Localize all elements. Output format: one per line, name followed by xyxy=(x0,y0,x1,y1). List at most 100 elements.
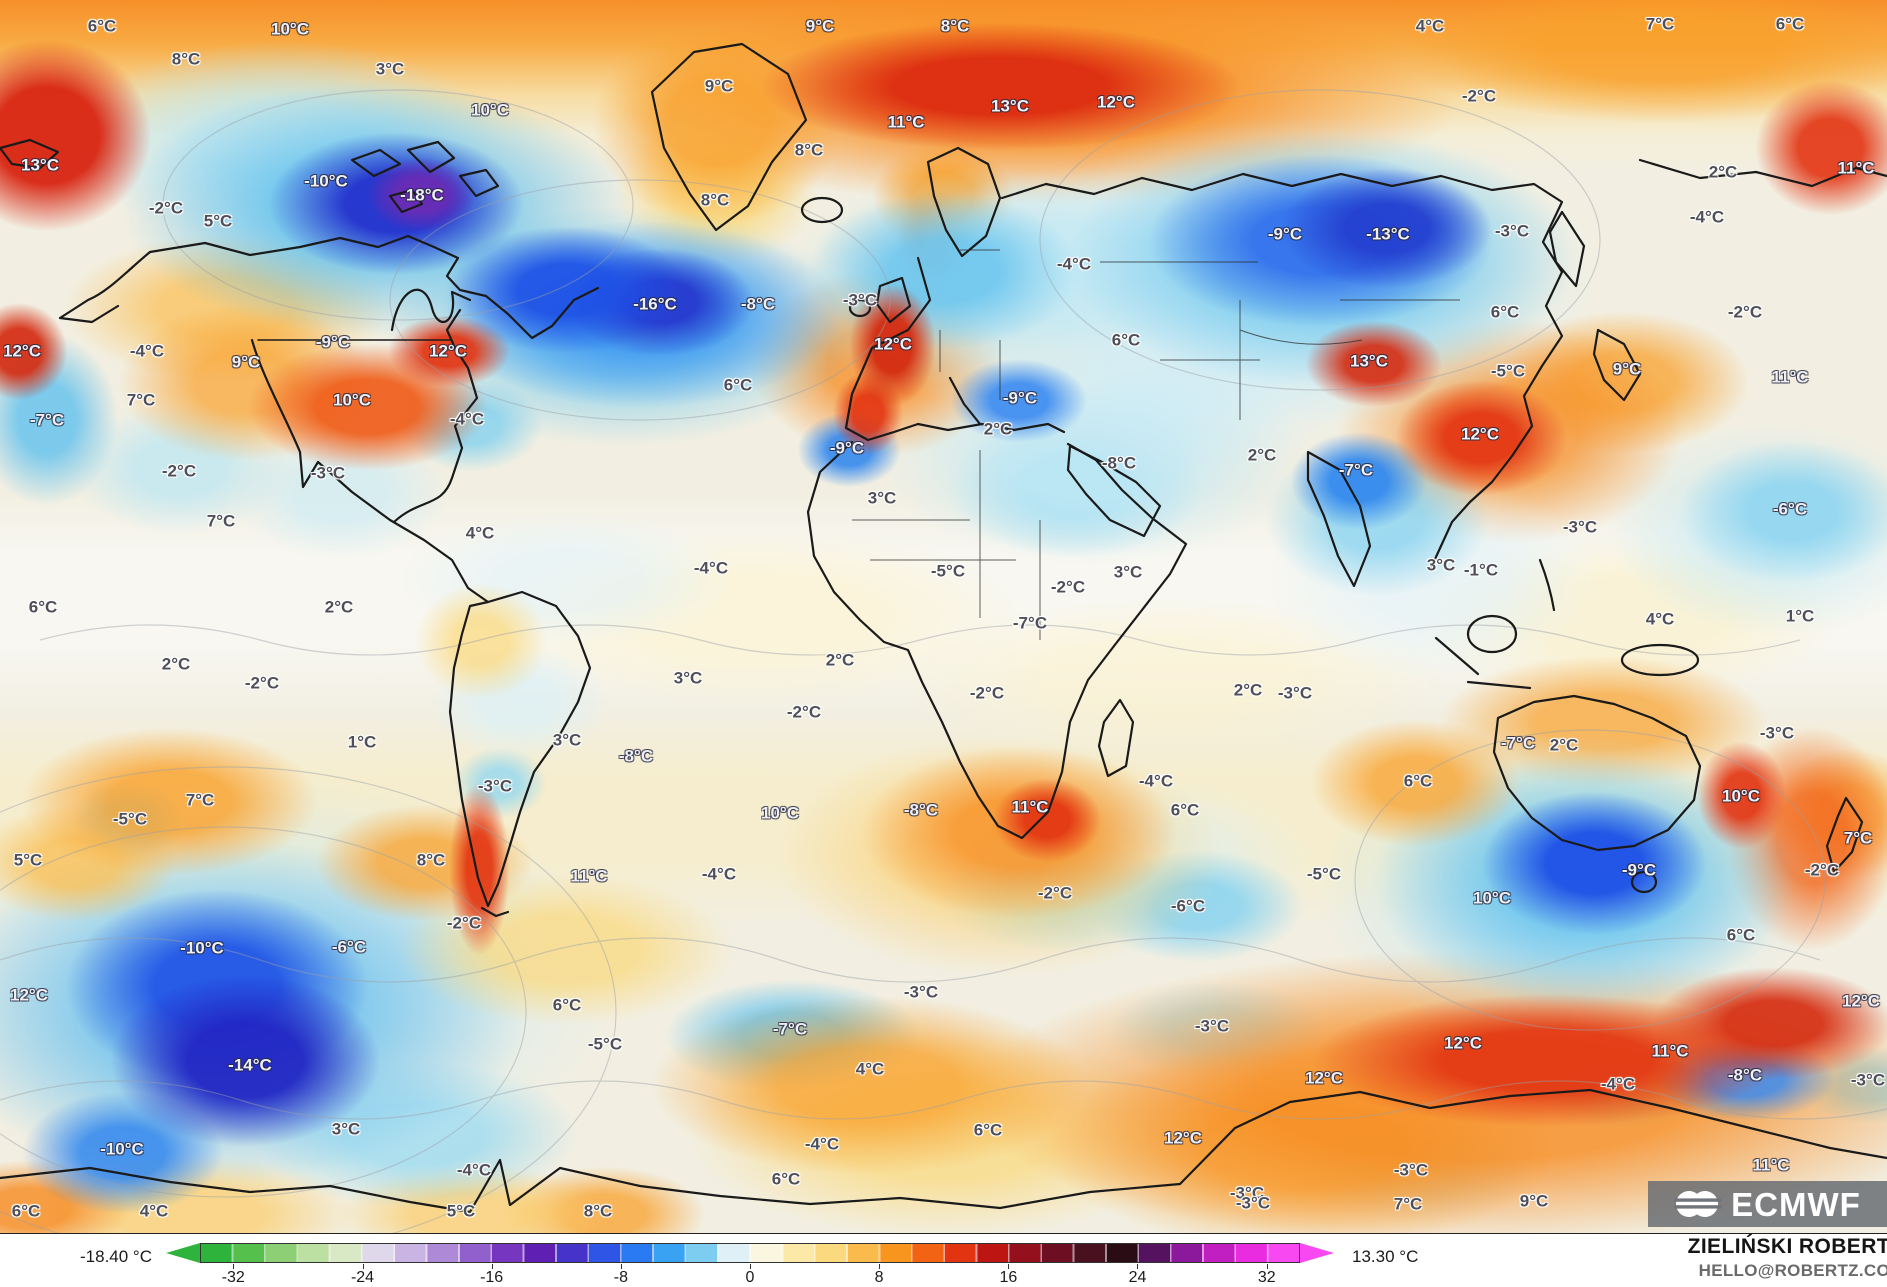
temp-label: 9°C xyxy=(704,76,734,96)
credit-email: HELLO@ROBERTZ.CO xyxy=(1698,1261,1887,1281)
temp-label: 3°C xyxy=(375,59,405,79)
temp-label: 6°C xyxy=(1403,771,1433,791)
temp-label: -6°C xyxy=(1772,499,1808,519)
credit-name: ZIELIŃSKI ROBERT xyxy=(1687,1235,1887,1258)
temp-label: 6°C xyxy=(723,375,753,395)
temp-label: 2°C xyxy=(324,597,354,617)
temp-label: -8°C xyxy=(740,294,776,314)
temp-label: 10°C xyxy=(761,803,799,823)
colorbar-tick xyxy=(750,1264,751,1269)
temp-label: 4°C xyxy=(1645,609,1675,629)
temp-label: 12°C xyxy=(1305,1068,1343,1088)
temp-label: 2°C xyxy=(825,650,855,670)
temp-label: 12°C xyxy=(874,334,912,354)
temp-label: 10°C xyxy=(1473,888,1511,908)
temp-label: -8°C xyxy=(903,800,939,820)
temp-label: -18°C xyxy=(400,185,444,205)
temp-label: 6°C xyxy=(771,1169,801,1189)
temp-label: 12°C xyxy=(1461,424,1499,444)
temp-label: 3°C xyxy=(867,488,897,508)
temp-label: 2°C xyxy=(1549,735,1579,755)
temp-label: -7°C xyxy=(29,410,65,430)
temp-label: -3°C xyxy=(1194,1016,1230,1036)
colorbar-cell-separators xyxy=(201,1244,1299,1262)
colorbar-tick xyxy=(879,1264,881,1269)
temp-label: -16°C xyxy=(633,294,677,314)
temp-label: 4°C xyxy=(465,523,495,543)
temp-label: -3°C xyxy=(1562,517,1598,537)
temp-label: 4°C xyxy=(855,1059,885,1079)
colorbar-tick xyxy=(1137,1264,1139,1269)
map: ECMWF 6°C 10°C 8°C 3°C 10°C 13°C -10°C -18°C -2°… xyxy=(0,0,1887,1234)
temp-label: -3°C xyxy=(1393,1160,1429,1180)
temp-label: -3°C xyxy=(1229,1183,1265,1203)
temp-label: -4°C xyxy=(701,864,737,884)
colorbar-tick-label: 8 xyxy=(874,1269,884,1286)
temp-label: 6°C xyxy=(1111,330,1141,350)
temp-label: -10°C xyxy=(100,1139,144,1159)
temp-label: 10°C xyxy=(1722,786,1760,806)
temp-label: 8°C xyxy=(583,1201,613,1221)
temp-label: -2°C xyxy=(969,683,1005,703)
temp-label: 8°C xyxy=(171,49,201,69)
temp-label: 3°C xyxy=(552,730,582,750)
temp-label: 9°C xyxy=(1519,1191,1549,1211)
temp-label: -4°C xyxy=(1056,254,1092,274)
country-borders xyxy=(852,249,1460,640)
temp-label: 2°C xyxy=(1233,680,1263,700)
temp-label: -2°C xyxy=(786,702,822,722)
temp-label: -4°C xyxy=(129,341,165,361)
temp-label: 12°C xyxy=(1164,1128,1202,1148)
temp-label: 12°C xyxy=(1842,991,1880,1011)
colorbar-tick-label: -32 xyxy=(221,1269,245,1286)
temp-label: -9°C xyxy=(1002,388,1038,408)
temp-label: -3°C xyxy=(1277,683,1313,703)
temp-label: 5°C xyxy=(203,211,233,231)
temp-label: 7°C xyxy=(206,511,236,531)
temp-label: -2°C xyxy=(161,461,197,481)
temp-label: -2°C xyxy=(1050,577,1086,597)
temp-label: -14°C xyxy=(228,1055,272,1075)
temp-label: -3°C xyxy=(1494,221,1530,241)
temp-label: 10°C xyxy=(333,390,371,410)
colorbar-tick xyxy=(233,1264,235,1269)
temp-label: 6°C xyxy=(87,16,117,36)
temp-label: -5°C xyxy=(1306,864,1342,884)
temp-label: 9°C xyxy=(805,16,835,36)
temp-label: 11°C xyxy=(1651,1041,1689,1061)
temp-label: -7°C xyxy=(1012,613,1048,633)
temp-label: -7°C xyxy=(772,1019,808,1039)
colorbar-tick xyxy=(362,1264,364,1269)
temp-label: -6°C xyxy=(331,937,367,957)
temp-label: 8°C xyxy=(416,850,446,870)
temp-label: -4°C xyxy=(1689,207,1725,227)
temp-label: 9°C xyxy=(1612,359,1642,379)
colorbar-min-value: -18.40 °C xyxy=(80,1247,153,1266)
coastline-overlay xyxy=(0,42,1887,1233)
temp-label: -2°C xyxy=(1727,302,1763,322)
temp-label: -2°C xyxy=(446,913,482,933)
temp-label: 3°C xyxy=(1113,562,1143,582)
temp-label: 2°C xyxy=(983,419,1013,439)
temp-label: -7°C xyxy=(1500,733,1536,753)
temp-label: -4°C xyxy=(804,1134,840,1154)
temp-label: -4°C xyxy=(693,558,729,578)
temp-label: -5°C xyxy=(587,1034,623,1054)
temp-label: 6°C xyxy=(1490,302,1520,322)
temp-label: 10°C xyxy=(271,19,309,39)
colorbar-tick-label: -16 xyxy=(480,1269,504,1286)
temp-label: 3°C xyxy=(673,668,703,688)
colorbar-tick-label: -24 xyxy=(350,1269,375,1286)
temp-label: 7°C xyxy=(1843,828,1873,848)
temp-label: -3°C xyxy=(310,463,346,483)
temp-label: 6°C xyxy=(973,1120,1003,1140)
temp-label: 2°C xyxy=(161,654,191,674)
temp-label: -4°C xyxy=(1138,771,1174,791)
colorbar-max-value: 13.30 °C xyxy=(1352,1247,1419,1266)
temp-label: -8°C xyxy=(1727,1065,1763,1085)
colorbar-tick-label: 16 xyxy=(999,1269,1018,1286)
temp-label: 2°C xyxy=(1708,162,1738,182)
temp-label: 5°C xyxy=(446,1201,476,1221)
temp-label: -7°C xyxy=(1338,460,1374,480)
colorbar-tick-label: 24 xyxy=(1128,1269,1147,1286)
